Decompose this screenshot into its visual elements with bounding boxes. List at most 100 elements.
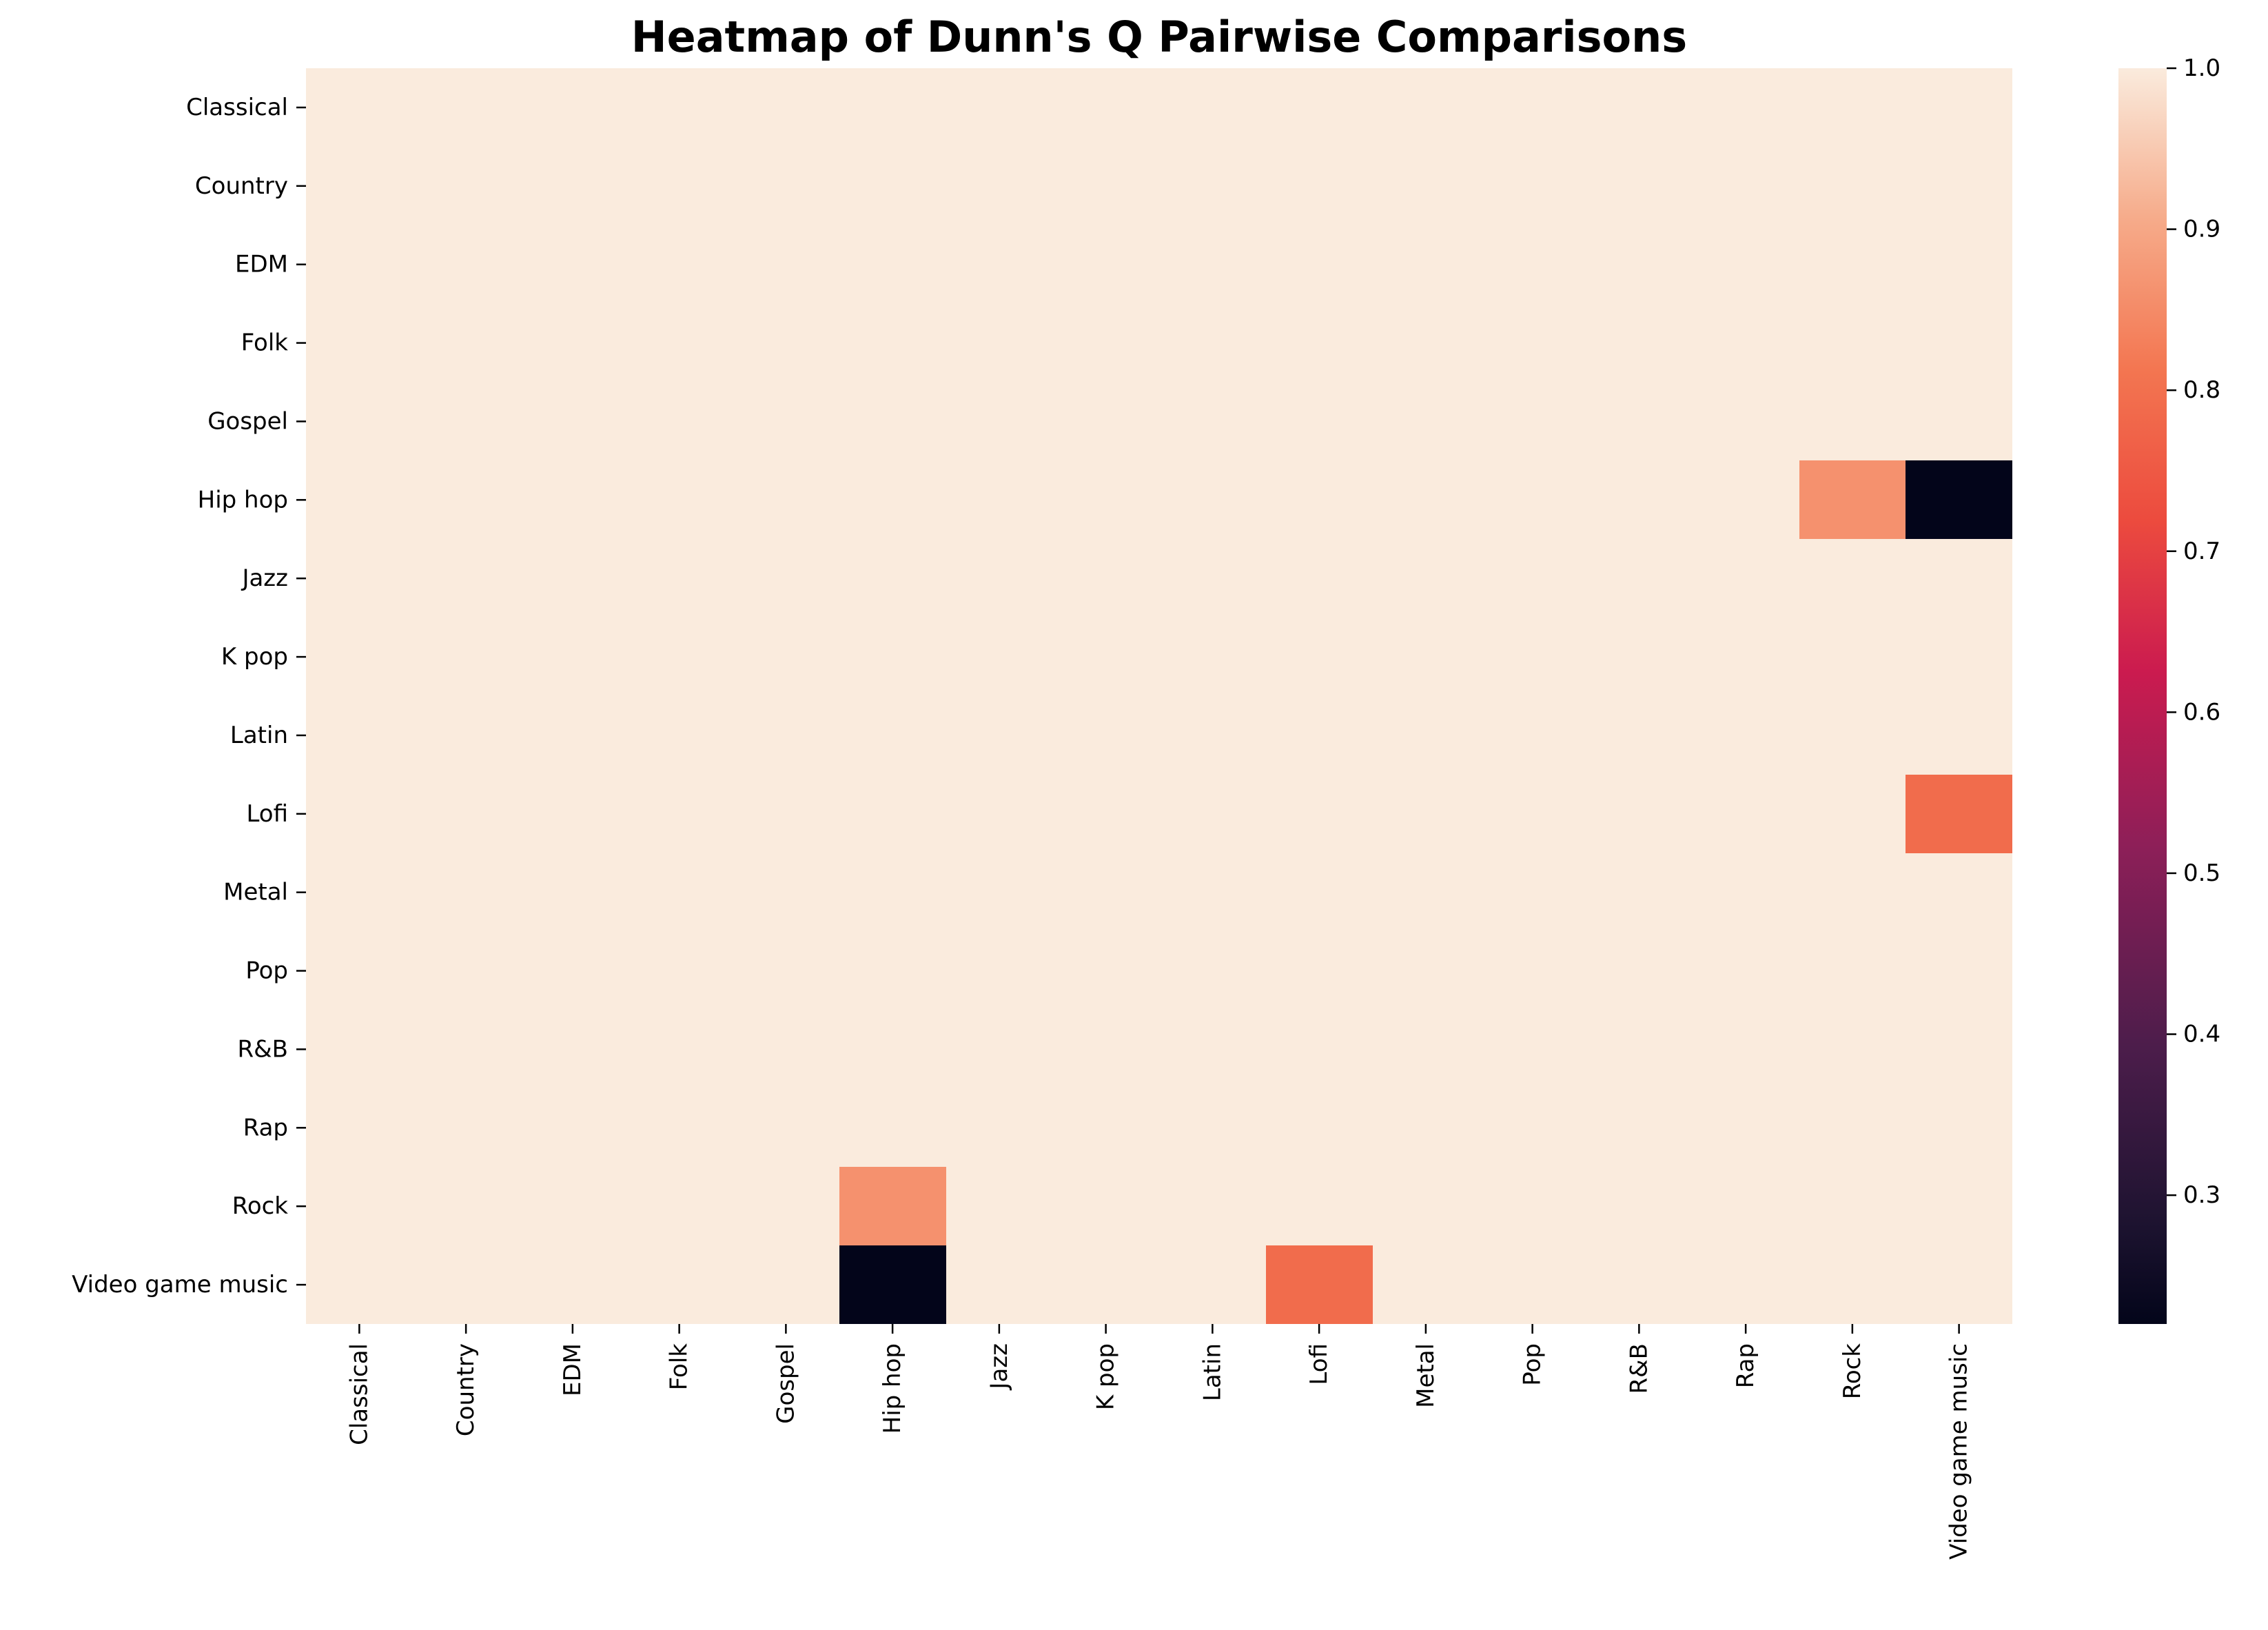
- heatmap-cells: [306, 68, 2012, 1324]
- x-tick-label: Rock: [1839, 1343, 1866, 1400]
- heatmap-cell: [1799, 1088, 1906, 1167]
- heatmap-cell: [626, 304, 733, 383]
- colorbar-tick-label: 0.4: [2183, 1021, 2220, 1048]
- heatmap-cell: [1159, 68, 1266, 147]
- heatmap-cell: [733, 68, 839, 147]
- heatmap-cell: [1799, 853, 1906, 932]
- y-tick-label: Folk: [241, 329, 289, 357]
- x-tick-label: Country: [452, 1343, 480, 1436]
- heatmap-cell: [946, 68, 1052, 147]
- heatmap-cell: [1052, 68, 1159, 147]
- heatmap-cell: [413, 147, 520, 225]
- y-tick-label: Country: [195, 172, 288, 200]
- heatmap-cell: [839, 304, 946, 383]
- heatmap-cell: [733, 1088, 839, 1167]
- heatmap-cell: [1159, 1245, 1266, 1324]
- heatmap-cell: [413, 696, 520, 775]
- heatmap-cell: [1906, 618, 2012, 696]
- heatmap-cell: [413, 775, 520, 853]
- heatmap-cell: [413, 853, 520, 932]
- heatmap-cell: [733, 147, 839, 225]
- y-tick-label: K pop: [221, 643, 288, 671]
- heatmap-cell: [626, 932, 733, 1010]
- heatmap-cell: [733, 1010, 839, 1088]
- heatmap-cell: [1373, 1010, 1479, 1088]
- heatmap-cell: [1586, 68, 1693, 147]
- heatmap-cell: [1586, 1088, 1693, 1167]
- heatmap-cell: [1373, 696, 1479, 775]
- heatmap-cell: [413, 460, 520, 539]
- heatmap-cell: [520, 1010, 626, 1088]
- heatmap-cell: [946, 853, 1052, 932]
- y-tick-label: EDM: [235, 251, 288, 278]
- x-tick-label: K pop: [1092, 1343, 1120, 1410]
- heatmap-cell: [1799, 383, 1906, 460]
- x-tick-label: Metal: [1412, 1343, 1440, 1408]
- heatmap-cell: [1052, 775, 1159, 853]
- heatmap-cell: [1479, 539, 1586, 618]
- heatmap-cell: [1159, 932, 1266, 1010]
- heatmap-cell: [306, 1245, 413, 1324]
- heatmap-cell: [1906, 1010, 2012, 1088]
- heatmap-cell: [306, 539, 413, 618]
- heatmap-cell: [1693, 383, 1799, 460]
- heatmap-cell: [1266, 1245, 1373, 1324]
- heatmap-cell: [1906, 460, 2012, 539]
- heatmap-cell: [839, 68, 946, 147]
- heatmap-cell: [1693, 539, 1799, 618]
- heatmap-cell: [1479, 696, 1586, 775]
- heatmap-cell: [1693, 932, 1799, 1010]
- heatmap-cell: [1373, 147, 1479, 225]
- x-tick-label: Folk: [666, 1343, 693, 1391]
- colorbar-tick-label: 0.7: [2183, 538, 2220, 565]
- heatmap-cell: [1799, 618, 1906, 696]
- heatmap-cell: [1479, 932, 1586, 1010]
- heatmap-cell: [1586, 460, 1693, 539]
- heatmap-cell: [306, 304, 413, 383]
- heatmap-cell: [520, 147, 626, 225]
- heatmap-cell: [733, 696, 839, 775]
- heatmap-cell: [1906, 147, 2012, 225]
- heatmap-cell: [1159, 618, 1266, 696]
- heatmap-cell: [946, 539, 1052, 618]
- heatmap-cell: [946, 1088, 1052, 1167]
- heatmap-cell: [1479, 225, 1586, 304]
- heatmap-cell: [733, 775, 839, 853]
- heatmap-cell: [626, 1245, 733, 1324]
- heatmap-cell: [1479, 775, 1586, 853]
- heatmap-cell: [626, 225, 733, 304]
- heatmap-cell: [413, 932, 520, 1010]
- heatmap-cell: [1906, 68, 2012, 147]
- heatmap-cell: [839, 1088, 946, 1167]
- heatmap-cell: [413, 618, 520, 696]
- heatmap-cell: [733, 304, 839, 383]
- heatmap-cell: [1052, 1167, 1159, 1245]
- x-tick-label: R&B: [1625, 1343, 1653, 1394]
- heatmap-cell: [520, 1088, 626, 1167]
- heatmap-cell: [946, 1167, 1052, 1245]
- heatmap-cell: [1266, 225, 1373, 304]
- heatmap-cell: [626, 853, 733, 932]
- y-tick-label: Gospel: [207, 407, 288, 435]
- heatmap-cell: [306, 1088, 413, 1167]
- heatmap-cell: [520, 1167, 626, 1245]
- x-tick-label: Classical: [345, 1343, 373, 1445]
- heatmap-cell: [946, 304, 1052, 383]
- heatmap-cell: [1159, 225, 1266, 304]
- heatmap-cell: [946, 383, 1052, 460]
- heatmap-cell: [1479, 1245, 1586, 1324]
- heatmap-cell: [1266, 932, 1373, 1010]
- heatmap-cell: [1693, 1167, 1799, 1245]
- heatmap-cell: [1586, 775, 1693, 853]
- heatmap-cell: [946, 225, 1052, 304]
- heatmap-cell: [306, 383, 413, 460]
- heatmap-cell: [1799, 1167, 1906, 1245]
- heatmap-cell: [1052, 1010, 1159, 1088]
- heatmap-cell: [413, 1245, 520, 1324]
- heatmap-cell: [1479, 1088, 1586, 1167]
- heatmap-cell: [413, 1088, 520, 1167]
- heatmap-cell: [626, 68, 733, 147]
- heatmap-cell: [520, 932, 626, 1010]
- heatmap-cell: [946, 618, 1052, 696]
